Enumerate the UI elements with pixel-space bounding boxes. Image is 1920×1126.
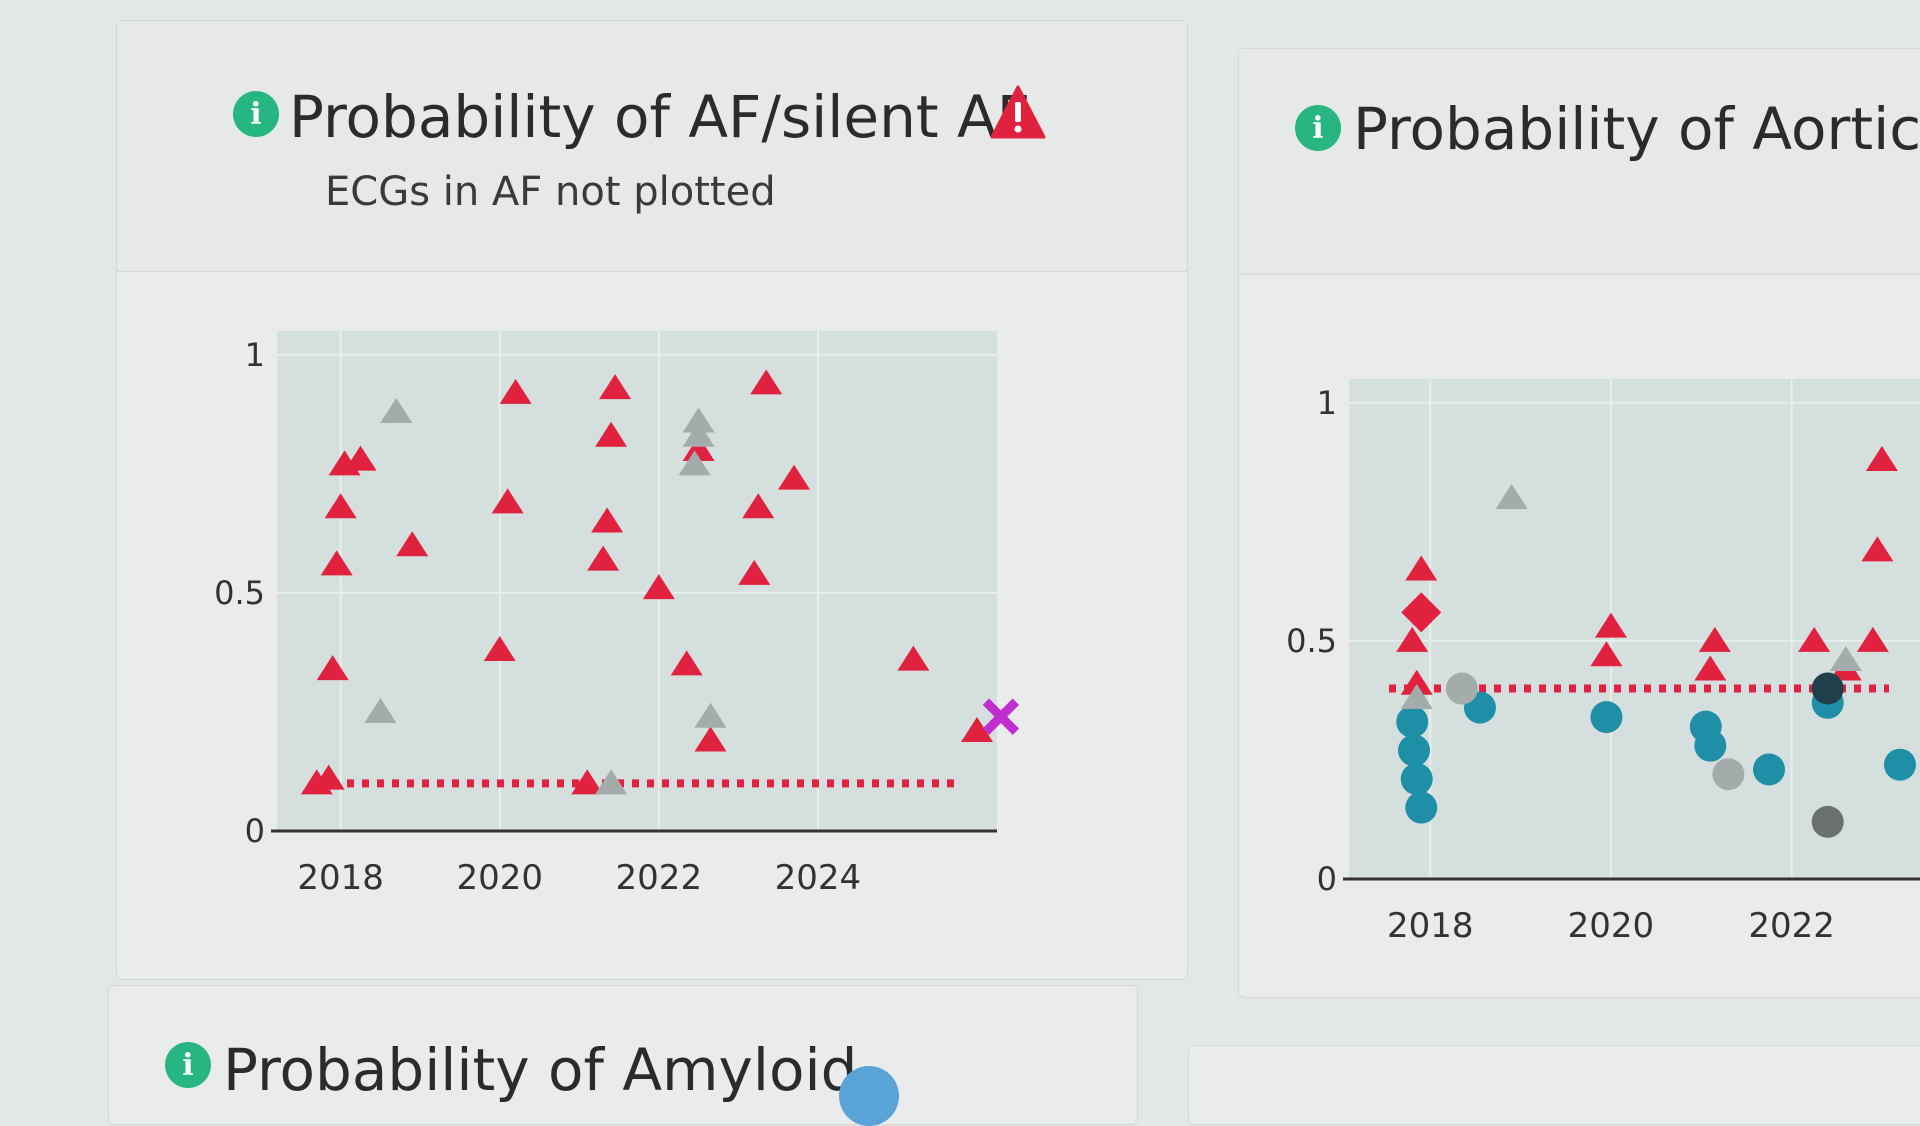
triangle-point: [499, 378, 532, 404]
circle-point: [1396, 705, 1429, 738]
triangle-point: [682, 407, 715, 433]
card-af-subtitle: ECGs in AF not plotted: [325, 169, 776, 215]
circle-point: [1811, 672, 1844, 705]
triangle-point: [344, 445, 377, 471]
card-aortic-title: Probability of Aortic: [1353, 95, 1920, 163]
triangle-point: [750, 369, 783, 395]
triangle-point: [1590, 641, 1623, 667]
circle-point: [1590, 701, 1623, 734]
circle-point: [1753, 753, 1785, 786]
triangle-point: [1856, 626, 1889, 652]
triangle-point: [320, 550, 353, 576]
triangle-point: [1495, 484, 1528, 510]
triangle-point: [1694, 655, 1727, 681]
y-tick-label: 0: [1317, 860, 1337, 898]
aortic-probability-chart[interactable]: 2018 2020 2022 0 0.5 1: [1259, 299, 1920, 989]
triangle-point: [738, 559, 771, 585]
triangle-point: [483, 636, 516, 662]
circle-point: [1883, 748, 1916, 781]
triangle-point: [491, 488, 524, 514]
triangle-point: [678, 450, 711, 476]
triangle-point: [364, 697, 397, 723]
triangle-point: [571, 769, 604, 795]
card-af-header: i Probability of AF/silent AF ECGs in AF…: [117, 21, 1187, 272]
triangle-point: [682, 436, 715, 462]
card-af: i Probability of AF/silent AF ECGs in AF…: [116, 20, 1188, 980]
triangle-point: [670, 650, 703, 676]
status-dot: [839, 1066, 899, 1126]
y-tick-label: 0.5: [1286, 622, 1337, 660]
card-af-title: Probability of AF/silent AF: [289, 83, 1031, 151]
x-tick-label: 2020: [1568, 906, 1655, 946]
triangle-point: [897, 645, 930, 671]
triangle-point: [587, 545, 620, 571]
info-icon[interactable]: i: [1295, 105, 1341, 151]
triangle-point: [316, 655, 349, 681]
triangle-point: [599, 374, 632, 400]
triangle-point: [1861, 536, 1894, 562]
circle-point: [1694, 729, 1727, 762]
triangle-point: [1698, 626, 1731, 652]
triangle-point: [595, 769, 628, 795]
diamond-point: [1401, 592, 1442, 633]
triangle-point: [1400, 684, 1433, 710]
triangle-point: [682, 421, 715, 447]
circle-point: [1398, 734, 1431, 767]
triangle-point: [961, 717, 993, 742]
y-tick-label: 0.5: [214, 574, 265, 612]
card-aortic-header: i Probability of Aortic: [1239, 49, 1920, 275]
y-tick-label: 0: [245, 812, 265, 850]
x-tick-label: 2022: [1748, 906, 1835, 946]
triangle-point: [778, 464, 811, 490]
plot-area: [277, 331, 997, 831]
triangle-point: [591, 507, 624, 533]
circle-point: [1400, 763, 1433, 795]
triangle-point: [396, 531, 429, 557]
plot-area: [1349, 379, 1920, 879]
triangle-point: [642, 574, 675, 600]
x-tick-label: 2020: [456, 858, 543, 898]
triangle-point: [312, 764, 345, 790]
triangle-point: [742, 493, 775, 519]
triangle-point: [694, 702, 727, 728]
triangle-point: [1798, 626, 1831, 652]
info-icon[interactable]: i: [233, 91, 279, 137]
triangle-point: [1865, 445, 1898, 471]
triangle-point: [1396, 626, 1429, 652]
warning-triangle-icon[interactable]: [990, 85, 1046, 139]
y-tick-label: 1: [245, 336, 265, 374]
triangle-point: [1400, 669, 1433, 695]
x-tick-label: 2018: [1387, 906, 1474, 946]
x-tick-label: 2024: [775, 858, 862, 898]
card-bottom-right: [1188, 1045, 1920, 1125]
triangle-point: [595, 421, 628, 447]
card-aortic: i Probability of Aortic 2018 2020 2022 0 0.5…: [1238, 48, 1920, 998]
circle-point: [1811, 805, 1844, 838]
circle-point: [1445, 672, 1478, 705]
card-bottom-left: i Probability of Amyloid: [108, 985, 1138, 1126]
triangle-point: [1829, 645, 1862, 671]
triangle-point: [1594, 612, 1627, 638]
info-icon[interactable]: i: [165, 1042, 211, 1088]
af-probability-chart[interactable]: 2018 2020 2022 2024 0 0.5 1: [157, 281, 1057, 961]
circle-point: [1712, 758, 1745, 791]
x-tick-label: 2022: [616, 858, 703, 898]
triangle-point: [694, 726, 727, 752]
triangle-point: [324, 493, 357, 519]
y-tick-label: 1: [1317, 384, 1337, 422]
card-bottom-left-title: Probability of Amyloid: [223, 1036, 858, 1104]
x-tick-label: 2018: [297, 858, 384, 898]
triangle-point: [1405, 555, 1438, 581]
x-point: [982, 698, 1020, 735]
triangle-point: [380, 397, 413, 423]
circle-point: [1405, 791, 1438, 824]
